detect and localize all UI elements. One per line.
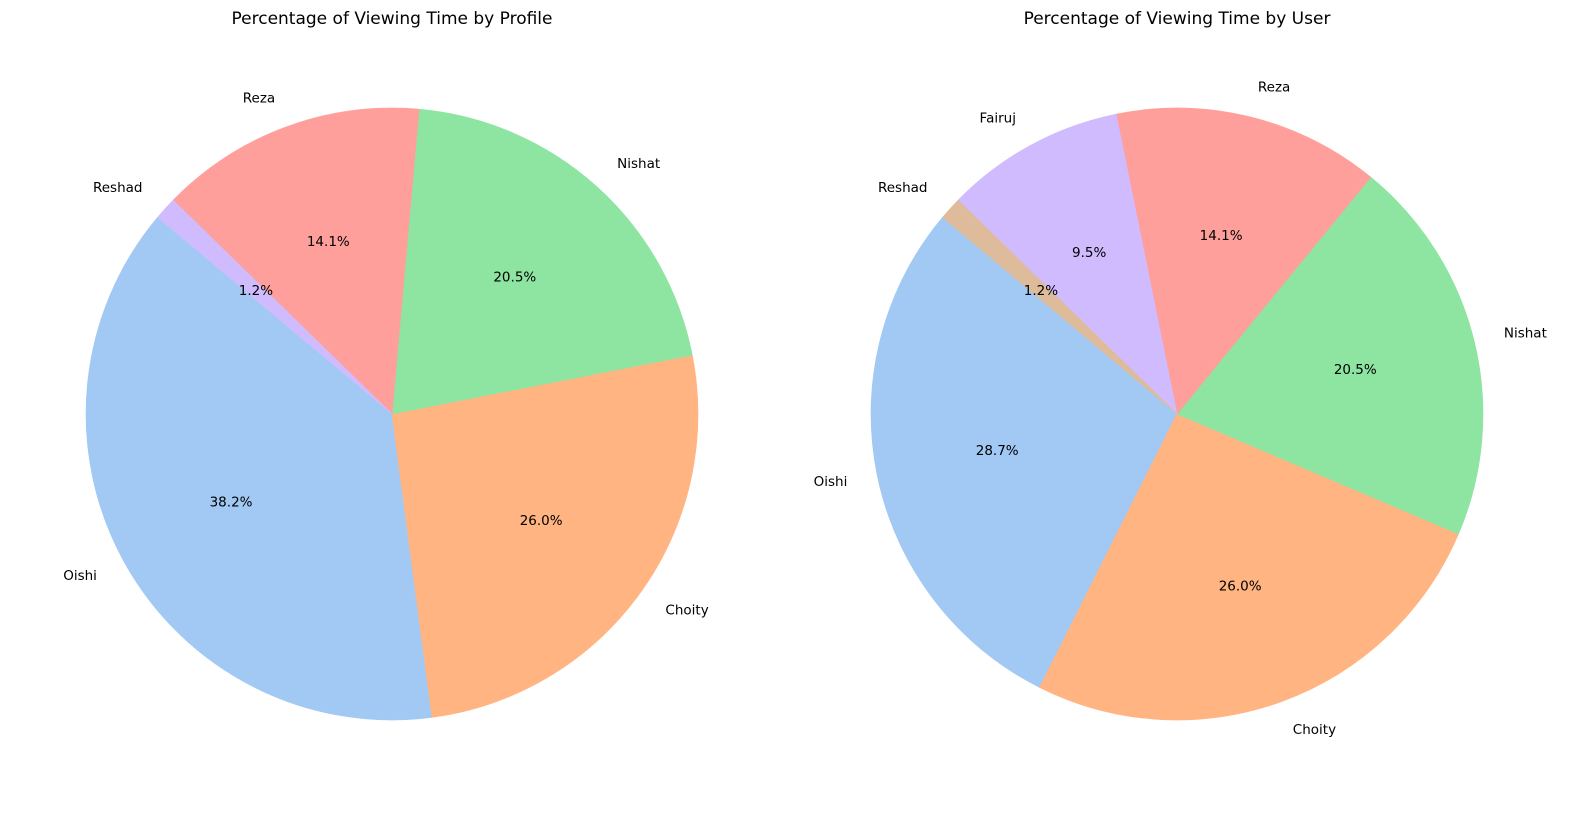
pie-slice-reshad (942, 199, 1178, 415)
pct-label-oishi: 38.2% (210, 494, 253, 510)
pie-slice-oishi (870, 216, 1178, 688)
pie-chart-by-user: Percentage of Viewing Time by User Oishi… (814, 9, 1547, 738)
slice-label-reza: Reza (1258, 79, 1290, 95)
pie-slice-nishat (391, 108, 693, 415)
pct-label-nishat: 20.5% (493, 270, 536, 286)
chart-title: Percentage of Viewing Time by User (1024, 9, 1331, 29)
pie-slice-reshad (157, 199, 393, 415)
pie-slices (870, 107, 1484, 721)
pct-label-nishat: 20.5% (1334, 362, 1377, 378)
pie-slices (85, 107, 699, 721)
pct-label-choity: 26.0% (520, 513, 563, 529)
slice-label-oishi: Oishi (63, 568, 97, 584)
pie-slice-fairuj (957, 113, 1178, 415)
pie-slice-reza (172, 107, 420, 415)
pie-slice-oishi (85, 216, 433, 721)
pct-label-reza: 14.1% (307, 234, 350, 250)
slice-label-nishat: Nishat (1504, 326, 1547, 342)
pie-labels: Oishi 28.7% Choity 26.0% Nishat 20.5% Reza 14.1… (814, 79, 1547, 738)
pct-label-reza: 14.1% (1200, 228, 1243, 244)
pct-label-reshad: 1.2% (1024, 283, 1058, 299)
pie-slice-choity (391, 354, 699, 718)
slice-label-choity: Choity (1293, 722, 1336, 738)
pct-label-reshad: 1.2% (239, 283, 273, 299)
pie-labels: Oishi 38.2% Choity 26.0% Nishat 20.5% Reza 14.1… (63, 90, 709, 618)
pct-label-oishi: 28.7% (976, 443, 1019, 459)
slice-label-reshad: Reshad (878, 180, 928, 196)
slice-label-fairuj: Fairuj (980, 110, 1016, 126)
pie-chart-by-profile: Percentage of Viewing Time by Profile Oi… (63, 9, 709, 721)
slice-label-oishi: Oishi (814, 474, 848, 490)
slice-label-choity: Choity (665, 602, 708, 618)
chart-title: Percentage of Viewing Time by Profile (232, 9, 553, 29)
slice-label-nishat: Nishat (617, 156, 660, 172)
pct-label-fairuj: 9.5% (1072, 245, 1106, 261)
pie-slice-choity (1039, 413, 1459, 721)
pct-label-choity: 26.0% (1219, 578, 1262, 594)
slice-label-reza: Reza (243, 90, 275, 106)
pie-slice-nishat (1176, 176, 1484, 535)
slice-label-reshad: Reshad (93, 180, 143, 196)
pie-slice-reza (1115, 107, 1372, 415)
